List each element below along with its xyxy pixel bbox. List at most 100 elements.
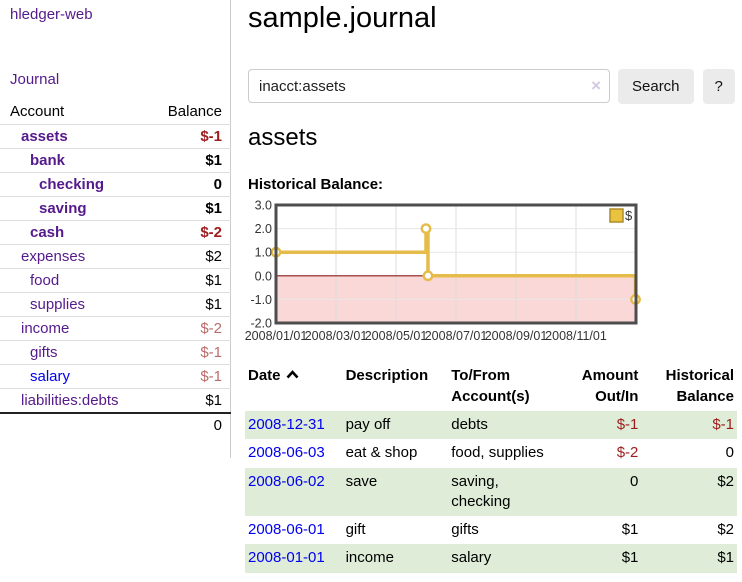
transaction-accounts: food, supplies [451,444,544,462]
transaction-date-link[interactable]: 2008-06-02 [248,472,325,490]
column-header-description: Description [345,367,429,384]
brand-link[interactable]: hledger-web [10,6,93,23]
transaction-balance: $2 [717,521,734,538]
register-table-head: Date Description To/From Account(s) Amou… [245,362,737,411]
y-tick-label: 0.0 [255,269,272,283]
transaction-accounts: gifts [451,521,479,538]
account-link-salary[interactable]: salary [30,367,71,385]
account-balance: $1 [205,151,222,169]
plot-border [274,203,638,325]
transaction-amount: $1 [621,549,639,567]
account-link-checking[interactable]: checking [39,175,105,193]
account-link-income[interactable]: income [21,319,70,337]
account-row: gifts $-1 [0,340,231,364]
transaction-description: save [345,472,378,490]
transaction-description: gift [345,521,366,538]
transaction-accounts: salary [451,549,492,567]
account-balance: $1 [205,271,222,289]
transaction-balance: $1 [717,549,734,567]
account-link-expenses[interactable]: expenses [21,247,86,265]
transaction-date-link[interactable]: 2008-06-01 [248,521,325,538]
search-bar: × Search ? [248,69,742,104]
account-balance: $-1 [200,343,222,361]
transaction-description: pay off [345,416,391,433]
column-header-accounts: To/From Account(s) [451,367,530,405]
account-link-cash[interactable]: cash [30,223,65,241]
transaction-date-link[interactable]: 2008-01-01 [248,549,325,567]
transaction-row: 2008-12-31 pay off debts $-1 $-1 [245,411,737,440]
transaction-accounts: saving, checking [451,472,511,510]
transaction-balance: $-1 [712,416,734,433]
transaction-row: 2008-06-03 eat & shop food, supplies $-2 0 [245,439,737,467]
chart-svg: $3.0 2.0 1.0 0.0 -1.0 -2.02008/01/012008/03/0… [245,199,641,343]
transaction-row: 2008-06-01 gift gifts $1 $2 [245,516,737,544]
search-button[interactable]: Search [618,69,694,104]
register-table: Date Description To/From Account(s) Amou… [245,362,737,573]
data-point-marker [422,270,434,282]
column-header-date[interactable]: Date [245,362,343,411]
x-tick-label: 2008/03/01 [305,329,368,343]
y-tick-label: -2.0 [250,317,272,331]
x-tick-label: 2008/07/01 [425,329,488,343]
account-link-liabilities-debts[interactable]: liabilities:debts [21,391,119,409]
legend-label: $ [625,208,633,223]
account-row: bank $1 [0,148,231,172]
accounts-panel: Account Balance assets $-1 bank $1 checking 0… [0,100,231,436]
account-balance: $1 [205,391,222,409]
transaction-balance: 0 [725,444,734,462]
column-header-balance: Historical Balance [665,367,734,405]
x-tick-label: 2008/05/01 [365,329,428,343]
page-title: sample.journal [248,2,437,34]
historical-balance-chart: $3.0 2.0 1.0 0.0 -1.0 -2.0 2008/01/01 2008/03/0… [245,199,646,348]
account-balance: $-2 [200,223,222,241]
accounts-rows: assets $-1 bank $1 checking 0 saving $1 cash $-2 e… [0,124,231,412]
accounts-header-account: Account [10,103,65,120]
account-link-bank[interactable]: bank [30,151,66,169]
help-button[interactable]: ? [702,69,735,104]
account-link-food[interactable]: food [30,271,60,289]
sidebar: hledger-web Journal Account Balance asse… [0,0,231,458]
transaction-accounts: debts [451,416,488,433]
accounts-total-row: 0 [0,412,231,436]
account-link-assets[interactable]: assets [21,127,68,145]
sidebar-item-journal[interactable]: Journal [10,71,60,88]
transaction-date-link[interactable]: 2008-12-31 [248,416,325,433]
transaction-amount: $-2 [616,444,639,462]
account-row: expenses $2 [0,244,231,268]
account-balance: 0 [213,175,222,193]
account-link-saving[interactable]: saving [39,199,87,217]
account-balance: $1 [205,295,222,313]
x-tick-label: 2008/09/01 [485,329,548,343]
transaction-description: eat & shop [345,444,418,462]
sort-ascending-icon [285,365,300,386]
x-tick-label: 2008/01/01 [245,329,308,343]
transaction-amount: $1 [621,521,639,538]
transaction-row: 2008-06-02 save saving, checking 0 $2 [245,467,737,516]
account-row: saving $1 [0,196,231,220]
y-tick-label: 3.0 [255,199,272,213]
search-input[interactable] [248,69,610,103]
account-row: salary $-1 [0,364,231,388]
legend-swatch [609,208,624,223]
transaction-row: 2008-01-01 income salary $1 $1 [245,544,737,573]
accounts-header-balance: Balance [167,103,222,120]
accounts-total-value: 0 [213,416,222,434]
account-balance: $2 [205,247,222,265]
y-tick-label: 1.0 [255,246,272,260]
account-row: cash $-2 [0,220,231,244]
chart-title: Historical Balance: [248,176,384,193]
clear-search-icon[interactable]: × [591,76,601,95]
account-row: assets $-1 [0,124,231,148]
column-header-amount: Amount Out/In [581,367,639,405]
account-link-supplies[interactable]: supplies [30,295,86,313]
register-table-body: 2008-12-31 pay off debts $-1 $-1 2008-06-03 ea… [245,411,737,573]
y-tick-label: 2.0 [255,222,272,236]
y-tick-label: -1.0 [250,293,272,307]
transaction-balance: $2 [717,472,734,490]
account-link-gifts[interactable]: gifts [30,343,58,361]
account-title: assets [248,124,318,151]
account-row: supplies $1 [0,292,231,316]
x-tick-label: 2008/11/01 [545,329,607,343]
transaction-date-link[interactable]: 2008-06-03 [248,444,325,462]
